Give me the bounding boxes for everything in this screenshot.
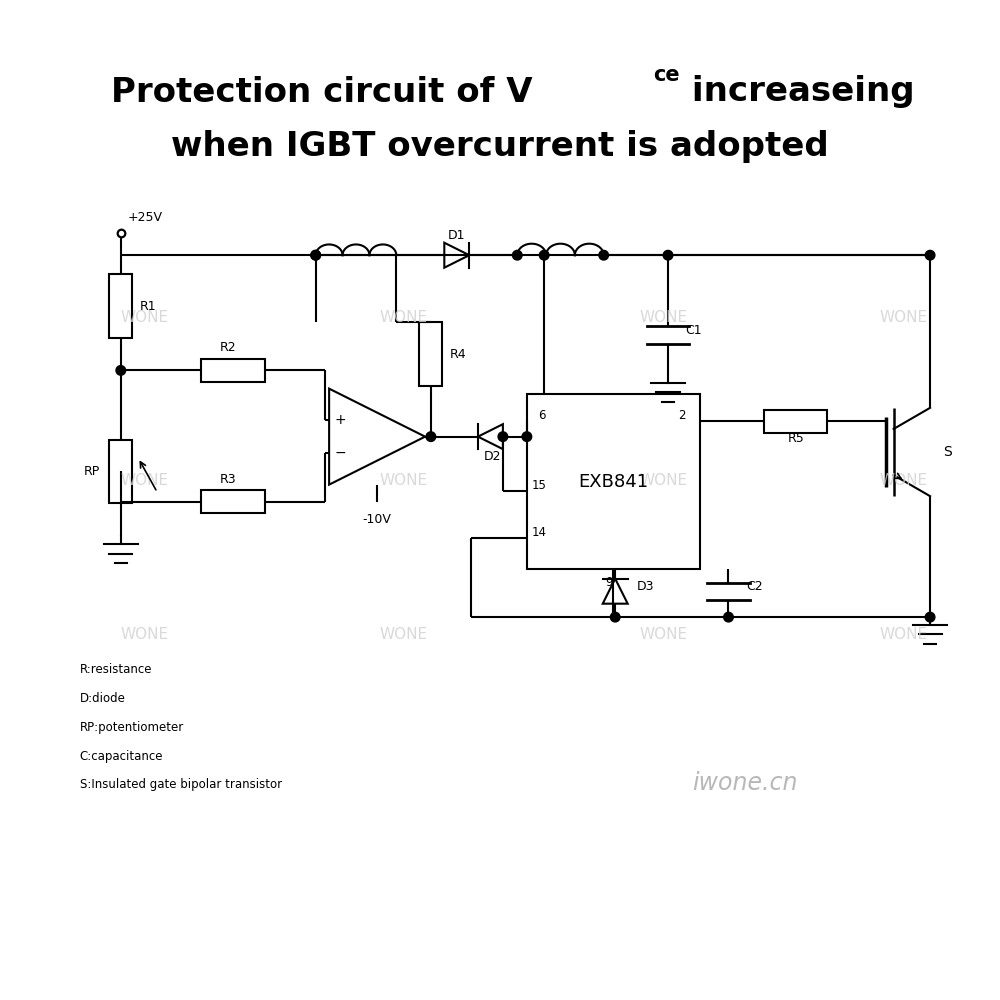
Text: 9: 9 xyxy=(606,576,613,589)
Text: −: − xyxy=(335,446,346,460)
Text: D2: D2 xyxy=(484,450,501,463)
Text: +: + xyxy=(335,413,346,427)
Circle shape xyxy=(925,250,935,260)
Text: C:capacitance: C:capacitance xyxy=(80,750,163,763)
Text: when IGBT overcurrent is adopted: when IGBT overcurrent is adopted xyxy=(171,130,829,163)
Text: D3: D3 xyxy=(636,580,654,593)
Text: S:Insulated gate bipolar transistor: S:Insulated gate bipolar transistor xyxy=(80,778,282,791)
Text: increaseing: increaseing xyxy=(680,76,914,108)
Text: R2: R2 xyxy=(220,341,237,354)
Text: ce: ce xyxy=(654,65,680,85)
Text: D:diode: D:diode xyxy=(80,692,125,705)
Text: iwone.cn: iwone.cn xyxy=(692,771,798,795)
Text: +25V: +25V xyxy=(128,211,163,224)
Text: R1: R1 xyxy=(140,300,157,313)
Text: WONE: WONE xyxy=(879,473,927,488)
Text: WONE: WONE xyxy=(121,310,169,325)
Circle shape xyxy=(610,612,620,622)
Text: WONE: WONE xyxy=(380,310,428,325)
Circle shape xyxy=(522,432,532,441)
Text: WONE: WONE xyxy=(380,473,428,488)
Text: S: S xyxy=(944,445,952,459)
Text: WONE: WONE xyxy=(380,627,428,642)
Text: R:resistance: R:resistance xyxy=(80,663,152,676)
Text: 6: 6 xyxy=(538,409,546,422)
Text: WONE: WONE xyxy=(639,310,687,325)
Bar xyxy=(109,274,132,338)
Bar xyxy=(419,322,442,386)
Text: R4: R4 xyxy=(450,348,467,361)
Circle shape xyxy=(498,432,508,441)
Circle shape xyxy=(116,366,126,375)
Text: R5: R5 xyxy=(787,432,804,445)
Text: Protection circuit of V: Protection circuit of V xyxy=(111,76,533,108)
Circle shape xyxy=(311,250,320,260)
Text: 15: 15 xyxy=(532,479,547,492)
Text: C1: C1 xyxy=(685,324,702,337)
Circle shape xyxy=(663,250,673,260)
Text: RP: RP xyxy=(83,465,100,478)
Text: WONE: WONE xyxy=(639,473,687,488)
Text: WONE: WONE xyxy=(879,310,927,325)
Text: WONE: WONE xyxy=(639,627,687,642)
Bar xyxy=(109,440,132,503)
Text: R3: R3 xyxy=(220,473,237,486)
Circle shape xyxy=(599,250,608,260)
Text: 2: 2 xyxy=(679,409,686,422)
Text: 14: 14 xyxy=(532,526,547,539)
Text: WONE: WONE xyxy=(121,627,169,642)
Circle shape xyxy=(311,250,320,260)
Text: WONE: WONE xyxy=(121,473,169,488)
Circle shape xyxy=(724,612,733,622)
Bar xyxy=(764,410,827,433)
Circle shape xyxy=(512,250,522,260)
Text: C2: C2 xyxy=(746,580,762,593)
Text: -10V: -10V xyxy=(363,513,392,526)
Circle shape xyxy=(925,612,935,622)
Text: EXB841: EXB841 xyxy=(578,473,648,491)
Bar xyxy=(201,359,265,382)
Text: WONE: WONE xyxy=(879,627,927,642)
Circle shape xyxy=(539,250,549,260)
Bar xyxy=(201,490,265,513)
Circle shape xyxy=(426,432,436,441)
Text: RP:potentiometer: RP:potentiometer xyxy=(80,721,184,734)
Text: D1: D1 xyxy=(448,229,466,242)
Bar xyxy=(527,394,700,569)
